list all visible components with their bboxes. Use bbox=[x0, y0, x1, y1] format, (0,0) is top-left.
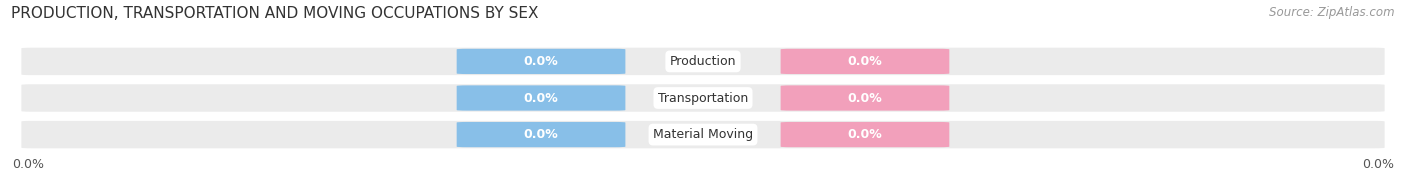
FancyBboxPatch shape bbox=[21, 48, 1385, 75]
FancyBboxPatch shape bbox=[780, 49, 949, 74]
FancyBboxPatch shape bbox=[21, 121, 1385, 148]
FancyBboxPatch shape bbox=[21, 84, 1385, 112]
Text: 0.0%: 0.0% bbox=[523, 92, 558, 104]
Text: Production: Production bbox=[669, 55, 737, 68]
FancyBboxPatch shape bbox=[780, 122, 949, 147]
Text: 0.0%: 0.0% bbox=[848, 128, 883, 141]
Text: 0.0%: 0.0% bbox=[523, 55, 558, 68]
Text: PRODUCTION, TRANSPORTATION AND MOVING OCCUPATIONS BY SEX: PRODUCTION, TRANSPORTATION AND MOVING OC… bbox=[11, 6, 538, 21]
Text: 0.0%: 0.0% bbox=[848, 92, 883, 104]
FancyBboxPatch shape bbox=[457, 85, 626, 111]
Text: Material Moving: Material Moving bbox=[652, 128, 754, 141]
Text: 0.0%: 0.0% bbox=[523, 128, 558, 141]
FancyBboxPatch shape bbox=[457, 122, 626, 147]
Text: Source: ZipAtlas.com: Source: ZipAtlas.com bbox=[1270, 6, 1395, 19]
Text: Transportation: Transportation bbox=[658, 92, 748, 104]
FancyBboxPatch shape bbox=[780, 85, 949, 111]
FancyBboxPatch shape bbox=[457, 49, 626, 74]
Text: 0.0%: 0.0% bbox=[848, 55, 883, 68]
